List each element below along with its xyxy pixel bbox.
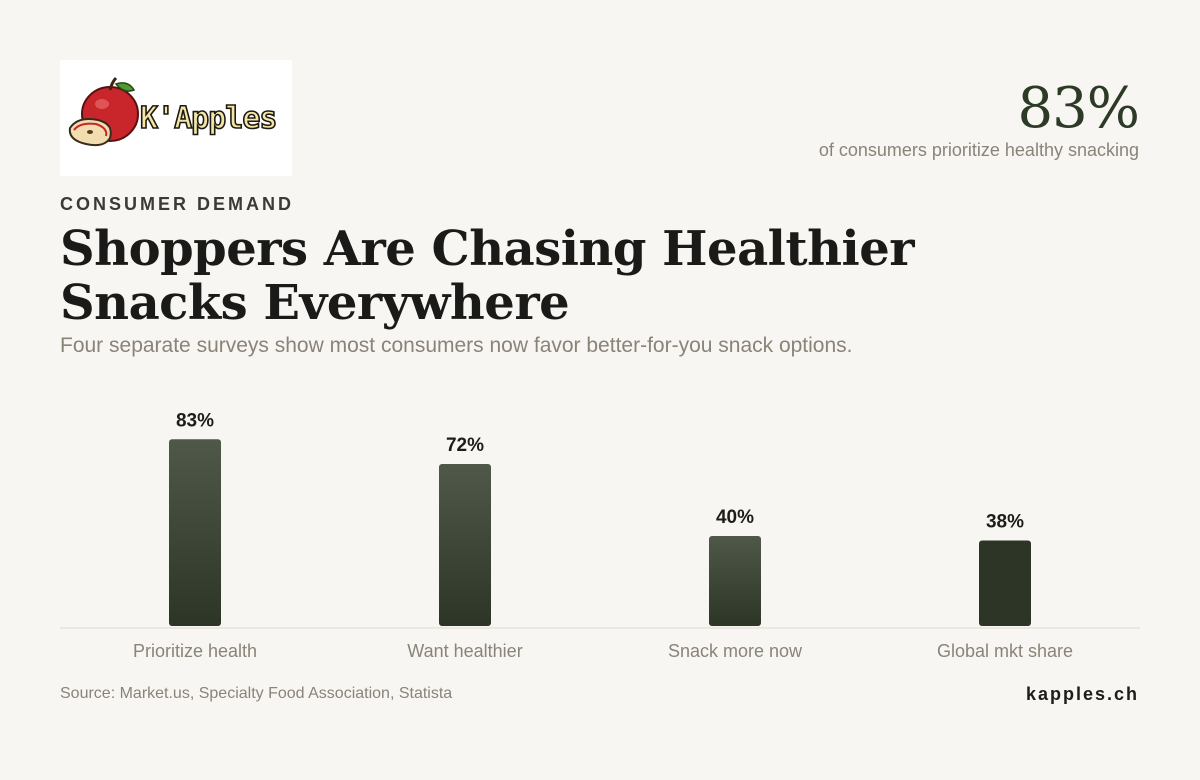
- brand-logo: K'Apples: [60, 60, 292, 176]
- page-subtitle: Four separate surveys show most consumer…: [60, 334, 853, 357]
- bar-chart: 83% Prioritize health 72% Want healthier 40%…: [60, 410, 1140, 661]
- bar-value-label-0: 83%: [176, 410, 214, 431]
- page-title: Shoppers Are Chasing Healthier Snacks Ev…: [60, 221, 915, 331]
- bar-3: [979, 540, 1031, 626]
- site-link[interactable]: kapples.ch: [1025, 684, 1139, 704]
- logo-text: K'Apples: [140, 101, 277, 136]
- category-label-3: Global mkt share: [937, 641, 1073, 661]
- category-label-0: Prioritize health: [133, 641, 257, 661]
- bar-value-label-1: 72%: [446, 435, 484, 456]
- bar-value-label-3: 38%: [986, 512, 1024, 533]
- bar-1: [439, 464, 491, 626]
- category-label-2: Snack more now: [668, 641, 803, 661]
- bar-2: [709, 536, 761, 626]
- apple-logo-icon: K'Apples: [68, 76, 278, 147]
- headline-stat-label: of consumers prioritize healthy snacking: [818, 140, 1139, 160]
- bar-0: [169, 439, 221, 626]
- source-note: Source: Market.us, Specialty Food Associ…: [60, 685, 453, 702]
- bar-value-label-2: 40%: [716, 507, 754, 528]
- headline-stat-value: 83%: [1017, 76, 1140, 141]
- eyebrow-label: CONSUMER DEMAND: [60, 194, 294, 214]
- category-label-1: Want healthier: [407, 641, 522, 661]
- headline-stat: 83% of consumers prioritize healthy snac…: [818, 76, 1140, 161]
